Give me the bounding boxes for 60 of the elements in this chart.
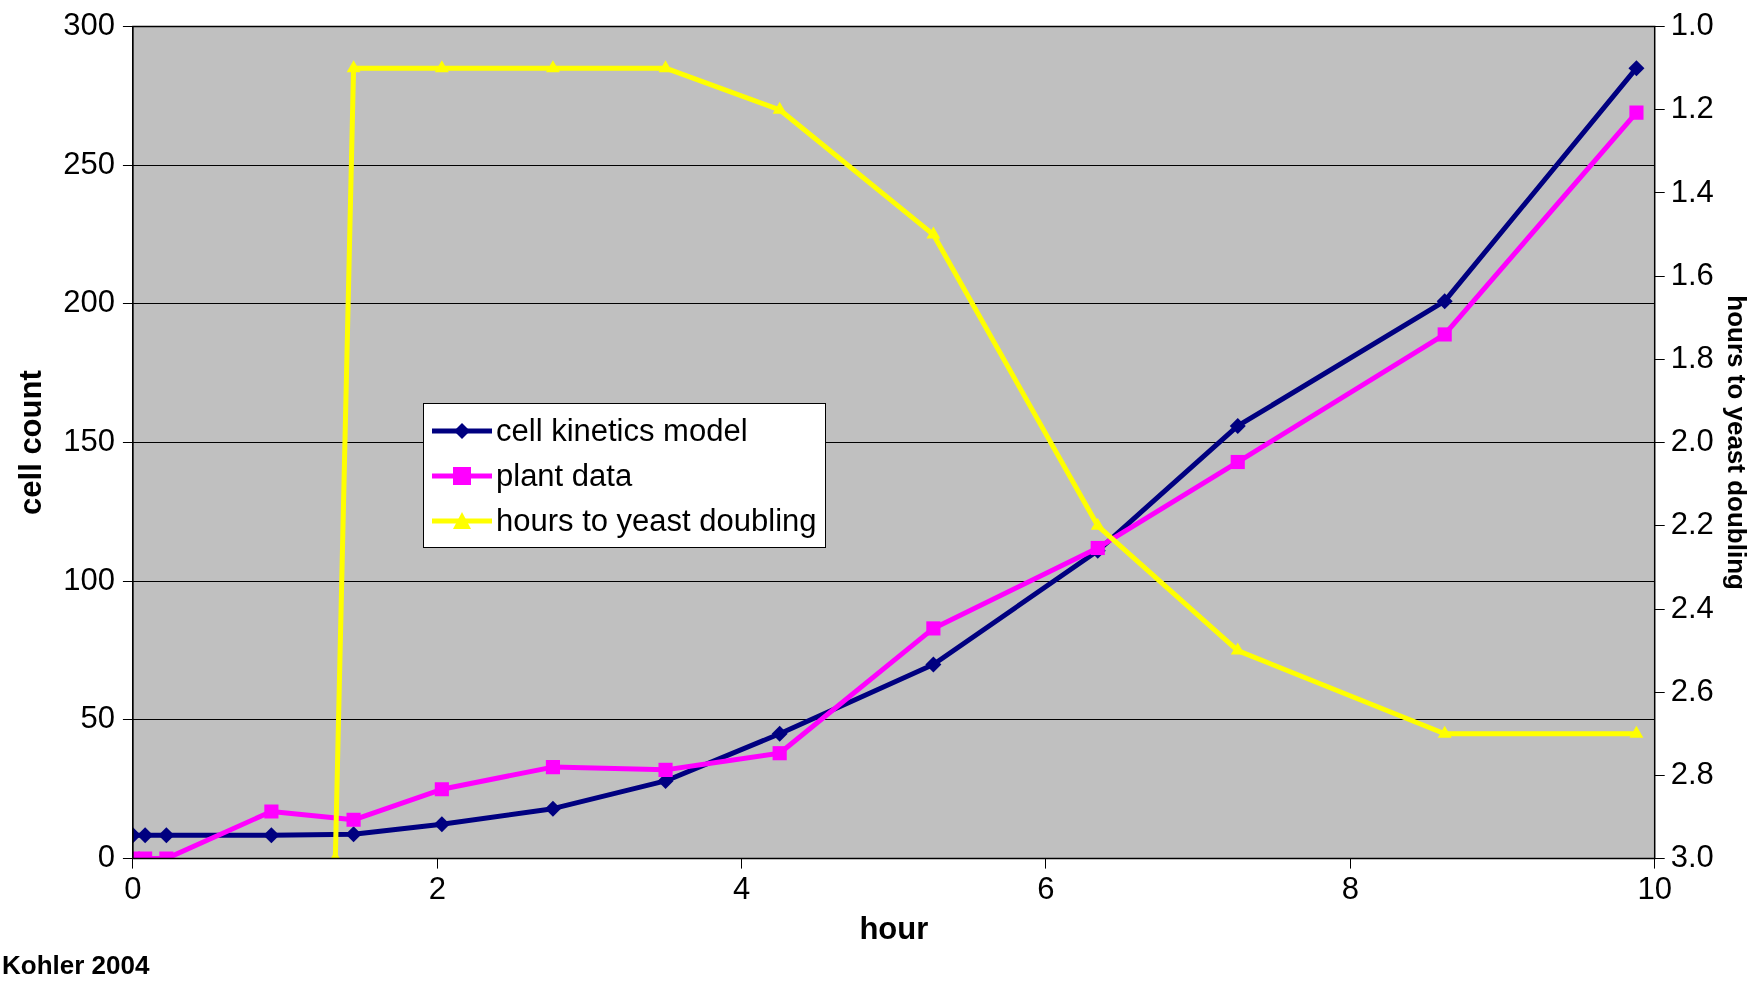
- point: [772, 101, 787, 114]
- point: [1437, 327, 1452, 342]
- point: [545, 760, 561, 775]
- y2-tick-label: 3.0: [1670, 839, 1714, 875]
- legend-label: plant data: [496, 457, 633, 495]
- text: Kohler 2004: [2, 950, 150, 981]
- point: [1090, 517, 1105, 530]
- x-tick-label: 2: [428, 870, 446, 906]
- x-axis-title: hour: [859, 910, 929, 946]
- y2-tick-label: 1.0: [1670, 7, 1714, 43]
- y-tick-label: 250: [63, 145, 115, 181]
- point: [1628, 60, 1645, 77]
- x-tick-label: 6: [1037, 870, 1055, 906]
- y2-tick-label: 1.4: [1670, 173, 1714, 209]
- y2-tick-label: 1.6: [1670, 256, 1714, 292]
- point: [925, 656, 942, 673]
- point: [1629, 725, 1644, 738]
- x-tick-label: 4: [733, 870, 751, 906]
- y-tick-label: 200: [63, 284, 115, 320]
- x-tick-label: 0: [124, 870, 142, 906]
- point: [263, 827, 280, 844]
- point: [434, 782, 449, 797]
- x-tick-label: 8: [1341, 870, 1359, 906]
- y-tick-label: 0: [97, 839, 115, 875]
- point: [158, 827, 175, 844]
- y2-tick-label: 2.0: [1670, 423, 1714, 459]
- y-tick-label: 300: [63, 7, 115, 43]
- y-tick-label: 50: [80, 700, 115, 736]
- point: [546, 60, 560, 73]
- y2-tick-label: 2.2: [1670, 506, 1714, 542]
- point: [926, 226, 941, 239]
- x-tick-label: 10: [1637, 870, 1672, 906]
- y-axis-title: cell count: [13, 370, 49, 515]
- y2-tick-label: 1.8: [1670, 339, 1714, 375]
- point: [1437, 725, 1452, 738]
- y2-tick-label: 2.8: [1670, 755, 1714, 791]
- point: [264, 804, 279, 819]
- point: [345, 826, 362, 843]
- point: [346, 60, 361, 73]
- point: [658, 762, 673, 777]
- y2-tick-label: 2.4: [1670, 589, 1714, 625]
- point: [926, 621, 941, 636]
- point: [544, 800, 561, 817]
- point: [434, 60, 449, 73]
- y2-axis-title: hours to yeast doubling: [1722, 295, 1753, 590]
- point: [772, 746, 787, 761]
- point: [658, 60, 673, 73]
- y-tick-label: 150: [63, 423, 115, 459]
- point: [433, 816, 450, 833]
- y2-tick-label: 1.2: [1670, 90, 1714, 126]
- legend-label: cell kinetics model: [496, 412, 748, 450]
- y2-tick-label: 2.6: [1670, 672, 1714, 708]
- point: [1436, 293, 1453, 310]
- point: [346, 812, 361, 827]
- point: [1629, 105, 1644, 120]
- point: [1230, 454, 1245, 470]
- point: [771, 725, 788, 742]
- point: [1229, 417, 1246, 434]
- y-tick-label: 100: [63, 561, 115, 597]
- legend-label: hours to yeast doubling: [496, 502, 817, 540]
